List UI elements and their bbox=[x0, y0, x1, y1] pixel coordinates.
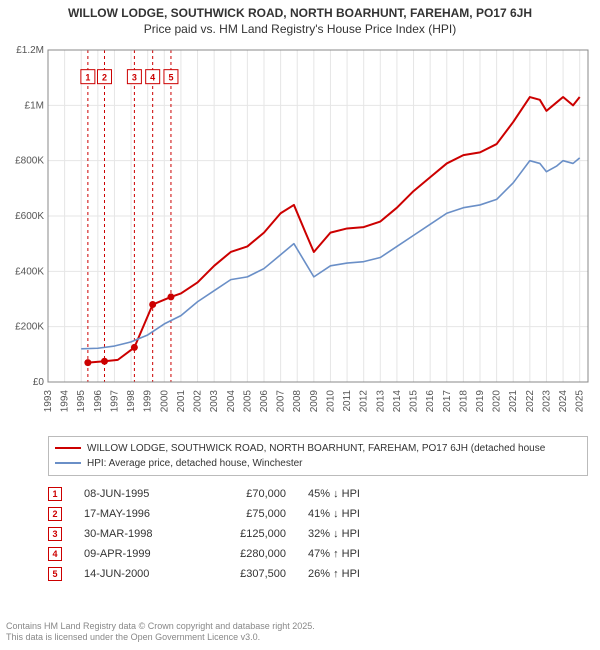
footer-line-2: This data is licensed under the Open Gov… bbox=[6, 632, 594, 644]
svg-text:£800K: £800K bbox=[15, 155, 44, 166]
event-pct: 47% ↑ HPI bbox=[308, 548, 398, 560]
svg-text:2017: 2017 bbox=[442, 389, 453, 412]
events-table: 1 08-JUN-1995 £70,000 45% ↓ HPI 2 17-MAY-1996… bbox=[48, 484, 588, 584]
svg-text:2021: 2021 bbox=[508, 389, 519, 412]
svg-text:£0: £0 bbox=[33, 377, 45, 388]
svg-text:2010: 2010 bbox=[325, 389, 336, 412]
footer-attribution: Contains HM Land Registry data © Crown c… bbox=[6, 621, 594, 644]
svg-text:1993: 1993 bbox=[43, 389, 54, 412]
svg-text:2003: 2003 bbox=[209, 389, 220, 412]
svg-text:1999: 1999 bbox=[143, 389, 154, 412]
event-row: 1 08-JUN-1995 £70,000 45% ↓ HPI bbox=[48, 484, 588, 504]
event-row: 4 09-APR-1999 £280,000 47% ↑ HPI bbox=[48, 544, 588, 564]
legend-swatch bbox=[55, 462, 81, 464]
chart-plot-area: £0 £200K £400K £600K £800K £1M £1.2M 1993 1994 19… bbox=[4, 40, 596, 430]
svg-text:1998: 1998 bbox=[126, 389, 137, 412]
svg-text:2002: 2002 bbox=[193, 389, 204, 412]
svg-text:2007: 2007 bbox=[276, 389, 287, 412]
event-pct: 41% ↓ HPI bbox=[308, 508, 398, 520]
legend-item: WILLOW LODGE, SOUTHWICK ROAD, NORTH BOAR… bbox=[55, 441, 581, 456]
svg-text:2014: 2014 bbox=[392, 389, 403, 412]
svg-text:2024: 2024 bbox=[558, 389, 569, 412]
event-pct: 32% ↓ HPI bbox=[308, 528, 398, 540]
event-price: £75,000 bbox=[206, 508, 286, 520]
svg-text:2019: 2019 bbox=[475, 389, 486, 412]
event-price: £70,000 bbox=[206, 488, 286, 500]
svg-text:2001: 2001 bbox=[176, 389, 187, 412]
svg-text:2020: 2020 bbox=[492, 389, 503, 412]
event-marker: 2 bbox=[48, 507, 62, 521]
chart-container: WILLOW LODGE, SOUTHWICK ROAD, NORTH BOAR… bbox=[0, 0, 600, 650]
event-price: £307,500 bbox=[206, 568, 286, 580]
svg-text:5: 5 bbox=[168, 72, 173, 82]
event-row: 3 30-MAR-1998 £125,000 32% ↓ HPI bbox=[48, 524, 588, 544]
svg-text:2008: 2008 bbox=[292, 389, 303, 412]
svg-text:2000: 2000 bbox=[159, 389, 170, 412]
chart-subtitle: Price paid vs. HM Land Registry's House … bbox=[4, 22, 596, 36]
legend-label: HPI: Average price, detached house, Winc… bbox=[87, 456, 303, 471]
svg-text:£1M: £1M bbox=[25, 100, 44, 111]
svg-text:2005: 2005 bbox=[242, 389, 253, 412]
legend-swatch bbox=[55, 447, 81, 449]
event-marker: 5 bbox=[48, 567, 62, 581]
svg-text:2022: 2022 bbox=[525, 389, 536, 412]
svg-text:2025: 2025 bbox=[575, 389, 586, 412]
svg-text:3: 3 bbox=[132, 72, 137, 82]
svg-text:1997: 1997 bbox=[109, 389, 120, 412]
svg-text:1: 1 bbox=[85, 72, 90, 82]
legend-label: WILLOW LODGE, SOUTHWICK ROAD, NORTH BOAR… bbox=[87, 441, 545, 456]
svg-text:£200K: £200K bbox=[15, 321, 44, 332]
event-price: £280,000 bbox=[206, 548, 286, 560]
svg-text:£600K: £600K bbox=[15, 211, 44, 222]
event-pct: 45% ↓ HPI bbox=[308, 488, 398, 500]
event-row: 2 17-MAY-1996 £75,000 41% ↓ HPI bbox=[48, 504, 588, 524]
event-marker: 4 bbox=[48, 547, 62, 561]
event-date: 30-MAR-1998 bbox=[84, 528, 184, 540]
svg-text:2012: 2012 bbox=[359, 389, 370, 412]
svg-text:£400K: £400K bbox=[15, 266, 44, 277]
event-price: £125,000 bbox=[206, 528, 286, 540]
event-date: 08-JUN-1995 bbox=[84, 488, 184, 500]
svg-text:2: 2 bbox=[102, 72, 107, 82]
svg-text:1996: 1996 bbox=[93, 389, 104, 412]
svg-text:1994: 1994 bbox=[60, 389, 71, 412]
svg-text:4: 4 bbox=[150, 72, 155, 82]
svg-text:£1.2M: £1.2M bbox=[16, 45, 44, 56]
svg-text:2013: 2013 bbox=[375, 389, 386, 412]
event-date: 17-MAY-1996 bbox=[84, 508, 184, 520]
event-date: 14-JUN-2000 bbox=[84, 568, 184, 580]
svg-text:2011: 2011 bbox=[342, 389, 353, 411]
svg-text:2015: 2015 bbox=[409, 389, 420, 412]
svg-text:2009: 2009 bbox=[309, 389, 320, 412]
chart-svg: £0 £200K £400K £600K £800K £1M £1.2M 1993 1994 19… bbox=[4, 40, 596, 430]
svg-text:2018: 2018 bbox=[458, 389, 469, 412]
event-marker: 1 bbox=[48, 487, 62, 501]
svg-text:2006: 2006 bbox=[259, 389, 270, 412]
svg-text:2023: 2023 bbox=[541, 389, 552, 412]
event-date: 09-APR-1999 bbox=[84, 548, 184, 560]
footer-line-1: Contains HM Land Registry data © Crown c… bbox=[6, 621, 594, 633]
svg-text:2004: 2004 bbox=[226, 389, 237, 412]
svg-text:2016: 2016 bbox=[425, 389, 436, 412]
svg-text:1995: 1995 bbox=[76, 389, 87, 412]
legend: WILLOW LODGE, SOUTHWICK ROAD, NORTH BOAR… bbox=[48, 436, 588, 476]
event-marker: 3 bbox=[48, 527, 62, 541]
event-pct: 26% ↑ HPI bbox=[308, 568, 398, 580]
event-row: 5 14-JUN-2000 £307,500 26% ↑ HPI bbox=[48, 564, 588, 584]
legend-item: HPI: Average price, detached house, Winc… bbox=[55, 456, 581, 471]
chart-title: WILLOW LODGE, SOUTHWICK ROAD, NORTH BOAR… bbox=[4, 6, 596, 22]
